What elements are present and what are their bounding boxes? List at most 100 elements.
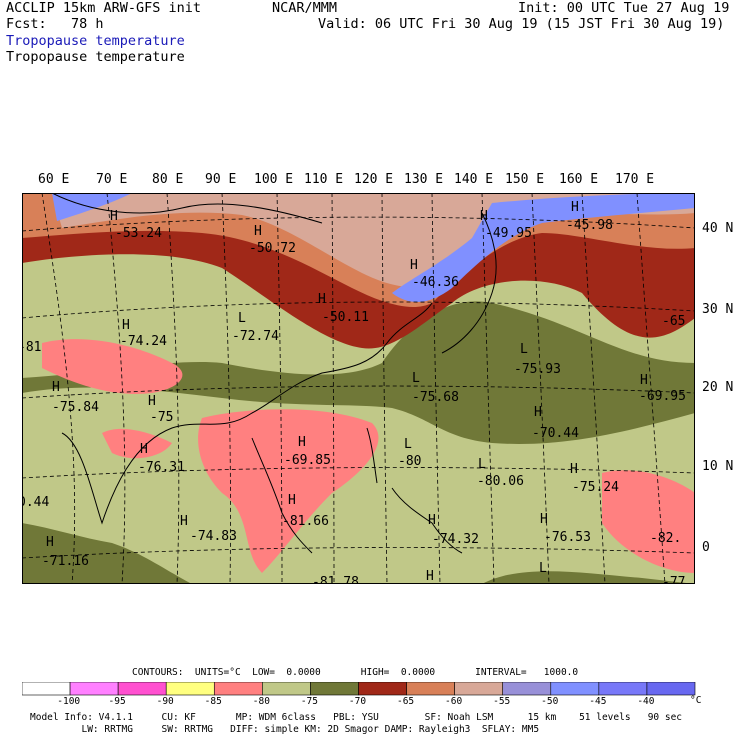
map-annotation: -74.83 xyxy=(190,529,237,544)
lat-label: 20 N xyxy=(702,380,734,395)
map-annotation: -82. xyxy=(650,531,681,546)
field-title-secondary: Tropopause temperature xyxy=(6,49,185,65)
map-annotation: H xyxy=(140,442,148,457)
colorbar-cell xyxy=(165,682,215,696)
map-annotation: H xyxy=(52,380,60,395)
map-annotation: H xyxy=(46,535,54,550)
colorbar-tick-label: -70 xyxy=(348,696,367,707)
lon-label: 130 E xyxy=(404,172,444,187)
map-annotation: -75.24 xyxy=(572,480,619,495)
colorbar-cell xyxy=(69,682,119,696)
colorbar-cell xyxy=(22,682,71,696)
lon-label: 140 E xyxy=(454,172,494,187)
map-annotation: H xyxy=(534,405,542,420)
map-annotation: -74.24 xyxy=(120,334,167,349)
map-annotation: H xyxy=(540,512,548,527)
map-annotation: H xyxy=(570,462,578,477)
colorbar-tick-label: -80 xyxy=(252,696,270,707)
map-annotation: -76.31 xyxy=(138,460,185,475)
colorbar-cell xyxy=(213,682,263,696)
map-annotation: L xyxy=(404,437,412,452)
colorbar-cell xyxy=(358,682,407,696)
colorbar-tick-label: -95 xyxy=(108,696,126,707)
valid-time: Valid: 06 UTC Fri 30 Aug 19 (15 JST Fri … xyxy=(318,16,725,32)
field-patch-salmon xyxy=(198,409,379,573)
colorbar xyxy=(22,682,696,696)
colorbar-tick-label: -75 xyxy=(300,696,318,707)
lon-label: 100 E xyxy=(254,172,294,187)
forecast-hour: Fcst: 78 h xyxy=(6,16,104,32)
map-annotation: L xyxy=(238,311,246,326)
map-annotation: -70.44 xyxy=(532,426,579,441)
map-annotation: H xyxy=(298,435,306,450)
colorbar-tick-label: -55 xyxy=(493,696,511,707)
map-annotation: -80 xyxy=(398,454,421,469)
map-annotation: -76.53 xyxy=(544,530,591,545)
map-annotation: -80.06 xyxy=(477,474,524,489)
map-annotation: L xyxy=(478,457,486,472)
map-annotation: -49.95 xyxy=(485,226,532,241)
colorbar-cell xyxy=(598,682,648,696)
map-annotation: L xyxy=(520,342,528,357)
colorbar-cell xyxy=(454,682,504,696)
model-title: ACCLIP 15km ARW-GFS init xyxy=(6,0,202,16)
colorbar-tick-label: -65 xyxy=(396,696,415,707)
contours-info: CONTOURS: UNITS=°C LOW= 0.0000 HIGH= 0.0… xyxy=(132,667,579,678)
field-patch-salmon xyxy=(42,339,183,394)
colorbar-cell xyxy=(262,682,311,696)
map-annotation: -65 xyxy=(662,314,685,329)
colorbar-unit: °C xyxy=(690,695,702,706)
map-annotation: -50.72 xyxy=(249,241,296,256)
field-band-dark-olive xyxy=(22,301,695,444)
colorbar-cell xyxy=(550,682,600,696)
map-annotation: H xyxy=(410,258,418,273)
map-annotation: -81 xyxy=(22,340,41,355)
map-annotation: -75 xyxy=(150,410,173,425)
map-annotation: H xyxy=(318,292,326,307)
map-annotation: -77 xyxy=(662,575,685,584)
field-band-dark-olive-se xyxy=(482,571,695,584)
map-annotation: -53.24 xyxy=(115,226,162,241)
lon-label: 90 E xyxy=(205,172,237,187)
lon-label: 70 E xyxy=(96,172,128,187)
lat-label: 0 xyxy=(702,540,710,555)
lat-label: 40 N xyxy=(702,221,734,236)
map-annotation: H xyxy=(110,209,118,224)
map-annotation: H xyxy=(122,318,130,333)
colorbar-cell xyxy=(646,682,696,696)
colorbar-cell xyxy=(117,682,167,696)
map-annotation: L xyxy=(412,371,420,386)
colorbar-tick-label: -50 xyxy=(541,696,559,707)
map-annotation: H xyxy=(426,569,434,584)
model-info-line2: LW: RRTMG SW: RRTMG DIFF: simple KM: 2D … xyxy=(30,724,540,735)
field-title-primary: Tropopause temperature xyxy=(6,33,185,49)
colorbar-tick-label: -45 xyxy=(589,696,607,707)
lon-label: 150 E xyxy=(505,172,545,187)
map-annotation: L xyxy=(539,561,547,576)
lon-label: 80 E xyxy=(152,172,184,187)
lat-label: 30 N xyxy=(702,302,734,317)
map-annotation: H xyxy=(148,394,156,409)
init-time: Init: 00 UTC Tue 27 Aug 19 xyxy=(518,0,730,16)
field-patch-salmon xyxy=(102,428,172,459)
map-annotation: H xyxy=(640,373,648,388)
map-annotation: H xyxy=(288,493,296,508)
map-annotation: -69.95 xyxy=(639,389,686,404)
colorbar-tick-label: -40 xyxy=(637,696,655,707)
map-annotation: -69.85 xyxy=(284,453,331,468)
map-annotation: -72.74 xyxy=(232,329,279,344)
map-annotation: H xyxy=(180,514,188,529)
lon-label: 120 E xyxy=(354,172,394,187)
lon-label: 110 E xyxy=(304,172,344,187)
colorbar-cell xyxy=(502,682,552,696)
map-annotation: -81.66 xyxy=(282,514,329,529)
map-annotation: H xyxy=(571,200,579,215)
field-patch-salmon xyxy=(602,470,695,573)
center-label: NCAR/MMM xyxy=(272,0,338,16)
colorbar-tick-label: -100 xyxy=(57,696,81,707)
field-band-blue xyxy=(392,193,695,303)
map-annotation: -75.84 xyxy=(52,400,99,415)
colorbar-tick-label: -85 xyxy=(204,696,222,707)
map-annotation: H xyxy=(480,209,488,224)
map-annotation: -75.68 xyxy=(412,390,459,405)
